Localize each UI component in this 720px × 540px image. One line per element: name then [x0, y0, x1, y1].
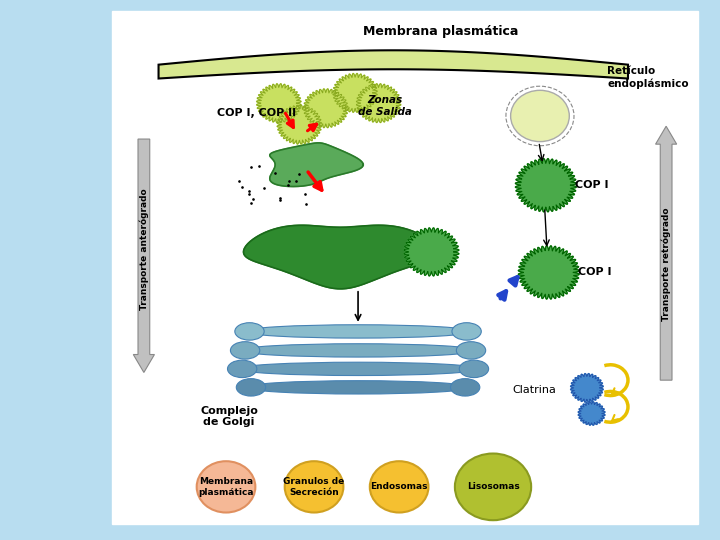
Ellipse shape: [236, 379, 266, 396]
Text: Membrana plasmática: Membrana plasmática: [363, 25, 518, 38]
Ellipse shape: [459, 360, 489, 377]
Text: Membrana
plasmática: Membrana plasmática: [198, 477, 253, 497]
Text: Transporte anterógrado: Transporte anterógrado: [140, 188, 149, 310]
Text: Zonas
de Salida: Zonas de Salida: [358, 95, 411, 117]
Polygon shape: [356, 84, 401, 123]
Text: Endosomas: Endosomas: [370, 482, 428, 491]
Text: Retículo
endoplásmico: Retículo endoplásmico: [608, 66, 689, 89]
Polygon shape: [256, 84, 301, 123]
Text: Complejo
de Golgi: Complejo de Golgi: [200, 406, 258, 428]
Polygon shape: [578, 402, 605, 425]
Polygon shape: [333, 73, 377, 112]
Text: Granulos de
Secreción: Granulos de Secreción: [284, 477, 345, 497]
Text: Lisosomas: Lisosomas: [467, 482, 519, 491]
Ellipse shape: [451, 379, 480, 396]
Circle shape: [370, 461, 428, 512]
Circle shape: [284, 461, 343, 512]
Ellipse shape: [230, 342, 260, 359]
Ellipse shape: [235, 323, 264, 340]
Ellipse shape: [452, 323, 481, 340]
Text: COP I, COP II: COP I, COP II: [217, 109, 297, 118]
Polygon shape: [277, 105, 322, 144]
Polygon shape: [304, 89, 348, 127]
Polygon shape: [518, 246, 579, 299]
Text: COP I: COP I: [578, 267, 611, 278]
Circle shape: [197, 461, 256, 512]
Text: Transporte retrógrado: Transporte retrógrado: [662, 208, 672, 321]
Polygon shape: [516, 159, 576, 212]
Ellipse shape: [456, 342, 486, 359]
Polygon shape: [270, 143, 363, 186]
Circle shape: [510, 90, 570, 141]
Text: Clatrina: Clatrina: [512, 386, 556, 395]
Ellipse shape: [243, 325, 472, 338]
Ellipse shape: [239, 344, 477, 357]
Polygon shape: [243, 225, 437, 289]
Circle shape: [455, 454, 531, 520]
Polygon shape: [404, 228, 459, 276]
FancyArrow shape: [133, 139, 154, 373]
FancyArrow shape: [656, 126, 677, 380]
Ellipse shape: [228, 360, 257, 377]
Text: COP I: COP I: [575, 180, 608, 190]
Polygon shape: [570, 374, 603, 402]
Ellipse shape: [236, 362, 480, 375]
Ellipse shape: [245, 381, 471, 394]
Polygon shape: [158, 50, 628, 78]
